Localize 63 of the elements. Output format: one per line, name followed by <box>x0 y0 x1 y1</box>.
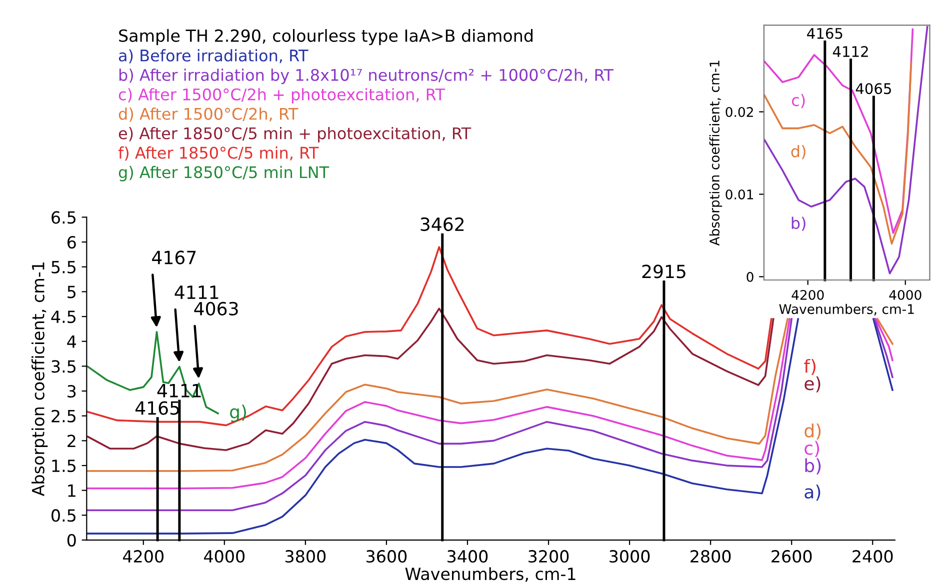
x-tick-label: 2400 <box>852 550 893 563</box>
x-tick-label: 4200 <box>122 550 164 563</box>
line-series <box>764 61 912 245</box>
x-tick-label: 2600 <box>772 550 812 563</box>
text: f) After 1850°C/5 min, RT <box>118 146 319 161</box>
annotation: 4165 <box>807 28 842 39</box>
annotation: 3462 <box>420 217 464 232</box>
x-tick-label: 3400 <box>448 550 488 563</box>
text: a) Before irradiation, RT <box>118 49 308 64</box>
annotation: 4111 <box>174 286 218 299</box>
annotation: c) <box>804 440 820 458</box>
x-tick-label: 3200 <box>528 550 569 563</box>
annotation: a) <box>804 484 820 501</box>
annotation: b) <box>805 458 821 474</box>
x-tick-label: 3000 <box>610 550 650 563</box>
annotation: d) <box>804 424 821 440</box>
annotation: 4065 <box>856 83 891 94</box>
y-tick-label: 0.01 <box>726 189 754 200</box>
y-tick-label: 0 <box>746 272 754 282</box>
y-tick-label: 6 <box>68 236 76 249</box>
annotation: b) <box>792 216 806 231</box>
y-tick-label: 5 <box>68 286 76 298</box>
line-series <box>764 28 914 234</box>
y-tick-label: 4 <box>67 336 76 348</box>
annotation: 2915 <box>642 264 686 278</box>
y-tick-label: 6.5 <box>52 211 76 224</box>
y-tick-label: 4.5 <box>51 310 76 324</box>
y-tick-label: 1.5 <box>52 460 76 472</box>
x-tick-label: 4200 <box>792 290 824 300</box>
line-series <box>86 331 219 414</box>
annotation: g) <box>230 404 246 422</box>
x-axis-title: Wavenumbers, cm-1 <box>405 567 576 582</box>
text: b) After irradiation by 1.8x10¹⁷ neutrons/cm² + 1000°C/2h, RT <box>119 68 614 84</box>
annotation: c) <box>792 94 805 108</box>
x-tick-label: 4000 <box>889 290 922 300</box>
annotation: d) <box>791 144 806 160</box>
text: e) After 1850°C/5 min + photoexcitation, RT <box>118 126 472 142</box>
annotation: 4063 <box>194 302 238 316</box>
annotation: 4112 <box>832 46 868 57</box>
text: c) After 1500°C/2h + photoexcitation, RT <box>118 88 446 104</box>
y-tick-label: 2.5 <box>52 410 76 422</box>
y-axis-title: Absorption coefficient, cm-1 <box>32 262 48 496</box>
x-tick-label: 3600 <box>366 550 407 563</box>
x-tick-label: 2800 <box>690 550 731 563</box>
line-series <box>86 246 772 426</box>
annotation: e) <box>804 376 820 392</box>
annotation: f) <box>804 358 816 376</box>
chart-title: Sample TH 2.290, colourless type IaA>B diamond <box>119 29 532 46</box>
y-tick-label: 0.5 <box>52 509 76 522</box>
x-tick-label: 3800 <box>285 550 326 563</box>
y-tick-label: 1 <box>68 484 76 497</box>
y-tick-label: 2 <box>68 434 76 448</box>
annotation: 4167 <box>152 250 196 264</box>
y-tick-label: 5.5 <box>52 261 76 274</box>
text: g) After 1850°C/5 min LNT <box>118 166 330 182</box>
y-tick-label: 3.5 <box>52 360 76 373</box>
y-tick-label: 0 <box>67 534 76 547</box>
x-tick-label: 4000 <box>204 550 245 563</box>
y-tick-label: 3 <box>68 384 76 398</box>
y-tick-label: 0.02 <box>726 107 753 118</box>
y-axis-title: Absorption coefficient, cm-1 <box>709 60 722 246</box>
x-axis-title: Wavenumbers, cm-1 <box>779 304 914 316</box>
text: d) After 1500°C/2h, RT <box>118 108 298 122</box>
